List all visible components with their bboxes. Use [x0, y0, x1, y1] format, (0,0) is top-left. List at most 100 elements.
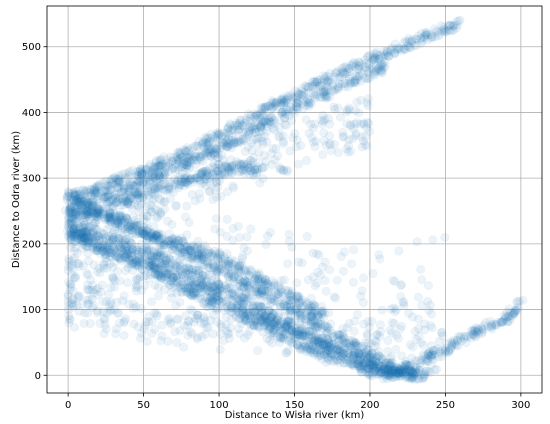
scatter-point	[91, 188, 101, 198]
scatter-point	[360, 338, 370, 348]
scatter-point	[183, 146, 193, 156]
scatter-point	[164, 159, 174, 169]
scatter-point	[177, 162, 187, 172]
scatter-point	[428, 235, 438, 245]
scatter-point	[157, 161, 167, 171]
scatter-point	[273, 151, 283, 161]
scatter-point	[434, 336, 444, 346]
y-tick-label: 100	[22, 305, 41, 316]
scatter-point	[128, 165, 138, 175]
scatter-point	[172, 273, 182, 283]
scatter-point	[74, 186, 84, 196]
scatter-point	[90, 185, 100, 195]
scatter-point	[182, 230, 192, 240]
scatter-point	[115, 207, 125, 217]
scatter-point	[76, 191, 86, 201]
scatter-point	[250, 109, 260, 119]
scatter-point	[114, 177, 124, 187]
scatter-point	[276, 284, 286, 294]
scatter-point	[208, 195, 218, 205]
scatter-point	[139, 214, 149, 224]
scatter-point	[315, 333, 325, 343]
scatter-point	[198, 138, 208, 148]
scatter-point	[350, 119, 360, 129]
scatter-point	[131, 171, 141, 181]
scatter-point	[444, 21, 454, 31]
scatter-point	[119, 217, 129, 227]
scatter-point	[309, 119, 319, 129]
scatter-point	[222, 214, 232, 224]
scatter-point	[276, 276, 286, 286]
scatter-point	[105, 182, 115, 192]
scatter-point	[184, 164, 194, 174]
scatter-point	[115, 176, 125, 186]
scatter-point	[324, 345, 334, 355]
scatter-point	[131, 286, 141, 296]
scatter-point	[193, 236, 203, 246]
scatter-point	[310, 142, 320, 152]
scatter-point	[373, 346, 383, 356]
scatter-point	[96, 287, 106, 297]
scatter-point	[352, 309, 362, 319]
scatter-point	[416, 338, 426, 348]
scatter-point	[79, 185, 89, 195]
scatter-point	[238, 134, 248, 144]
scatter-point	[87, 185, 97, 195]
scatter-point	[363, 101, 373, 111]
scatter-point	[137, 170, 147, 180]
scatter-point	[241, 289, 251, 299]
scatter-point	[175, 255, 185, 265]
scatter-point	[205, 136, 215, 146]
scatter-point	[62, 195, 72, 205]
scatter-point	[85, 319, 95, 329]
scatter-point	[403, 37, 413, 47]
scatter-point	[346, 146, 356, 156]
scatter-point	[93, 181, 103, 191]
scatter-point	[329, 102, 339, 112]
scatter-point	[193, 141, 203, 151]
x-tick-label: 300	[511, 400, 530, 411]
scatter-point	[71, 189, 81, 199]
scatter-point	[332, 275, 342, 285]
scatter-point	[133, 170, 143, 180]
scatter-point	[322, 326, 332, 336]
scatter-point	[232, 160, 242, 170]
scatter-point	[90, 183, 100, 193]
scatter-point	[290, 129, 300, 139]
scatter-point	[202, 134, 212, 144]
scatter-point	[411, 40, 421, 50]
scatter-point	[350, 341, 360, 351]
scatter-point	[385, 354, 395, 364]
scatter-point	[82, 295, 92, 305]
y-tick-label: 500	[22, 42, 41, 53]
scatter-point	[283, 259, 293, 269]
scatter-point	[150, 164, 160, 174]
scatter-point	[149, 222, 159, 232]
scatter-point	[407, 312, 417, 322]
scatter-point	[426, 309, 436, 319]
scatter-point	[444, 347, 454, 357]
scatter-point	[301, 155, 311, 165]
scatter-point	[176, 174, 186, 184]
scatter-point	[166, 319, 176, 329]
scatter-point	[321, 140, 331, 150]
scatter-point	[79, 190, 89, 200]
scatter-point	[163, 216, 173, 226]
scatter-point	[106, 180, 116, 190]
scatter-point	[153, 161, 163, 171]
scatter-point	[350, 106, 360, 116]
scatter-point	[275, 337, 285, 347]
scatter-point	[178, 152, 188, 162]
scatter-point	[194, 137, 204, 147]
scatter-point	[74, 261, 84, 271]
y-axis-label: Distance to Odra river (km)	[11, 131, 22, 268]
scatter-point	[83, 216, 93, 226]
scatter-point	[124, 168, 134, 178]
scatter-point	[399, 298, 409, 308]
y-tick-label: 200	[22, 239, 41, 250]
scatter-point	[293, 159, 303, 169]
scatter-point	[301, 81, 311, 91]
scatter-point	[358, 136, 368, 146]
scatter-point	[242, 116, 252, 126]
